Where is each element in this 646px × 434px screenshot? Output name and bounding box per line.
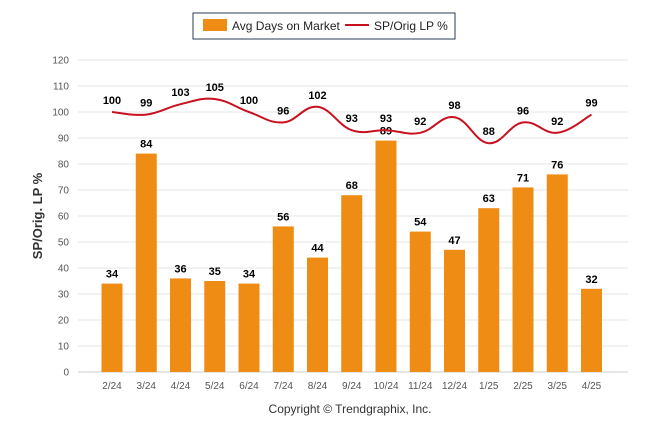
line-value-label: 105: [206, 82, 224, 94]
x-tick-label: 3/25: [548, 381, 568, 392]
y-tick-label: 50: [58, 238, 70, 249]
legend-bar-swatch: [203, 19, 227, 31]
y-tick-label: 30: [58, 290, 70, 301]
bar-value-label: 35: [209, 266, 221, 278]
bar: [409, 231, 431, 372]
line-value-label: 98: [448, 100, 460, 112]
gridlines: [78, 59, 628, 373]
line-value-label: 88: [483, 126, 495, 138]
bar-value-label: 76: [551, 159, 563, 171]
bar-value-label: 47: [448, 235, 460, 247]
legend-bar-label: Avg Days on Market: [232, 19, 340, 33]
bar: [444, 249, 465, 372]
x-tick-label: 5/24: [205, 381, 225, 392]
line-data-labels: 100 99 103 105 100 96 102 93 93 92 98 88 96 92 99: [103, 82, 598, 138]
copyright-text: Copyright © Trendgraphix, Inc.: [269, 402, 432, 416]
bar-value-label: 36: [174, 263, 186, 275]
bar-value-label: 71: [517, 172, 529, 184]
x-tick-label: 4/25: [582, 381, 602, 392]
bar-value-label: 63: [483, 193, 495, 205]
x-tick-label: 7/24: [274, 381, 294, 392]
bar: [101, 283, 123, 372]
line-value-label: 99: [140, 98, 152, 110]
line-value-label: 99: [585, 98, 597, 110]
bar: [307, 257, 328, 372]
line-value-label: 100: [103, 95, 121, 107]
bars-series: [101, 140, 602, 372]
bar: [204, 281, 226, 372]
bar-value-label: 56: [277, 211, 289, 223]
bar-value-label: 44: [311, 243, 324, 255]
y-tick-label: 20: [58, 316, 70, 327]
x-tick-label: 10/24: [373, 381, 398, 392]
y-tick-label: 80: [58, 160, 70, 171]
line-value-label: 93: [380, 113, 392, 125]
x-tick-label: 11/24: [408, 381, 433, 392]
bar: [170, 278, 191, 372]
bar: [135, 153, 157, 372]
x-tick-label: 9/24: [342, 381, 362, 392]
x-tick-label: 2/24: [102, 381, 122, 392]
y-tick-label: 70: [58, 186, 70, 197]
y-tick-label: 100: [52, 108, 69, 119]
bar: [512, 187, 534, 372]
legend: Avg Days on Market SP/Orig LP %: [192, 12, 456, 40]
line-value-label: 92: [551, 116, 563, 128]
x-tick-label: 8/24: [308, 381, 328, 392]
bar: [341, 195, 363, 372]
y-tick-label: 0: [63, 368, 69, 379]
y-tick-label: 120: [52, 56, 69, 67]
bar-data-labels: 34 84 36 35 34 56 44 68 89 54 47 63 71 76 32: [106, 126, 598, 286]
bar: [272, 226, 294, 372]
line-value-label: 103: [171, 87, 189, 99]
bar-value-label: 68: [346, 180, 358, 192]
sp-orig-lp-line: [111, 97, 593, 145]
x-tick-label: 2/25: [513, 381, 533, 392]
bar-value-label: 84: [140, 139, 153, 151]
legend-box: [192, 12, 456, 40]
bar: [546, 174, 568, 372]
y-axis-title: SP/Orig. LP %: [30, 172, 45, 259]
bar: [478, 208, 500, 372]
line-value-label: 96: [277, 105, 289, 117]
x-axis-ticks: 2/24 3/24 4/24 5/24 6/24 7/24 8/24 9/24 10/24 11/…: [102, 381, 601, 392]
y-tick-label: 10: [58, 342, 70, 353]
x-tick-label: 12/24: [442, 381, 467, 392]
y-axis-ticks: 0 10 20 30 40 50 60 70 80 90 100 110 120: [52, 56, 69, 379]
line-value-label: 102: [308, 90, 326, 102]
x-tick-label: 1/25: [479, 381, 499, 392]
x-tick-label: 6/24: [239, 381, 259, 392]
line-value-label: 96: [517, 105, 529, 117]
x-tick-label: 4/24: [171, 381, 191, 392]
y-tick-label: 110: [53, 82, 69, 93]
line-value-label: 92: [414, 116, 426, 128]
bar-value-label: 32: [585, 274, 597, 286]
bar-value-label: 89: [380, 126, 392, 138]
line-value-label: 93: [346, 113, 358, 125]
x-tick-label: 3/24: [137, 381, 157, 392]
bar: [375, 140, 397, 372]
y-tick-label: 90: [58, 134, 70, 145]
line-value-label: 100: [240, 95, 258, 107]
bar: [238, 283, 260, 372]
y-tick-label: 40: [58, 264, 70, 275]
bar-value-label: 34: [243, 269, 256, 281]
bar-value-label: 54: [414, 217, 427, 229]
line-series: [111, 97, 593, 145]
bar: [581, 288, 602, 372]
bar-value-label: 34: [106, 269, 119, 281]
legend-line-label: SP/Orig LP %: [374, 19, 448, 33]
y-tick-label: 60: [58, 212, 70, 223]
